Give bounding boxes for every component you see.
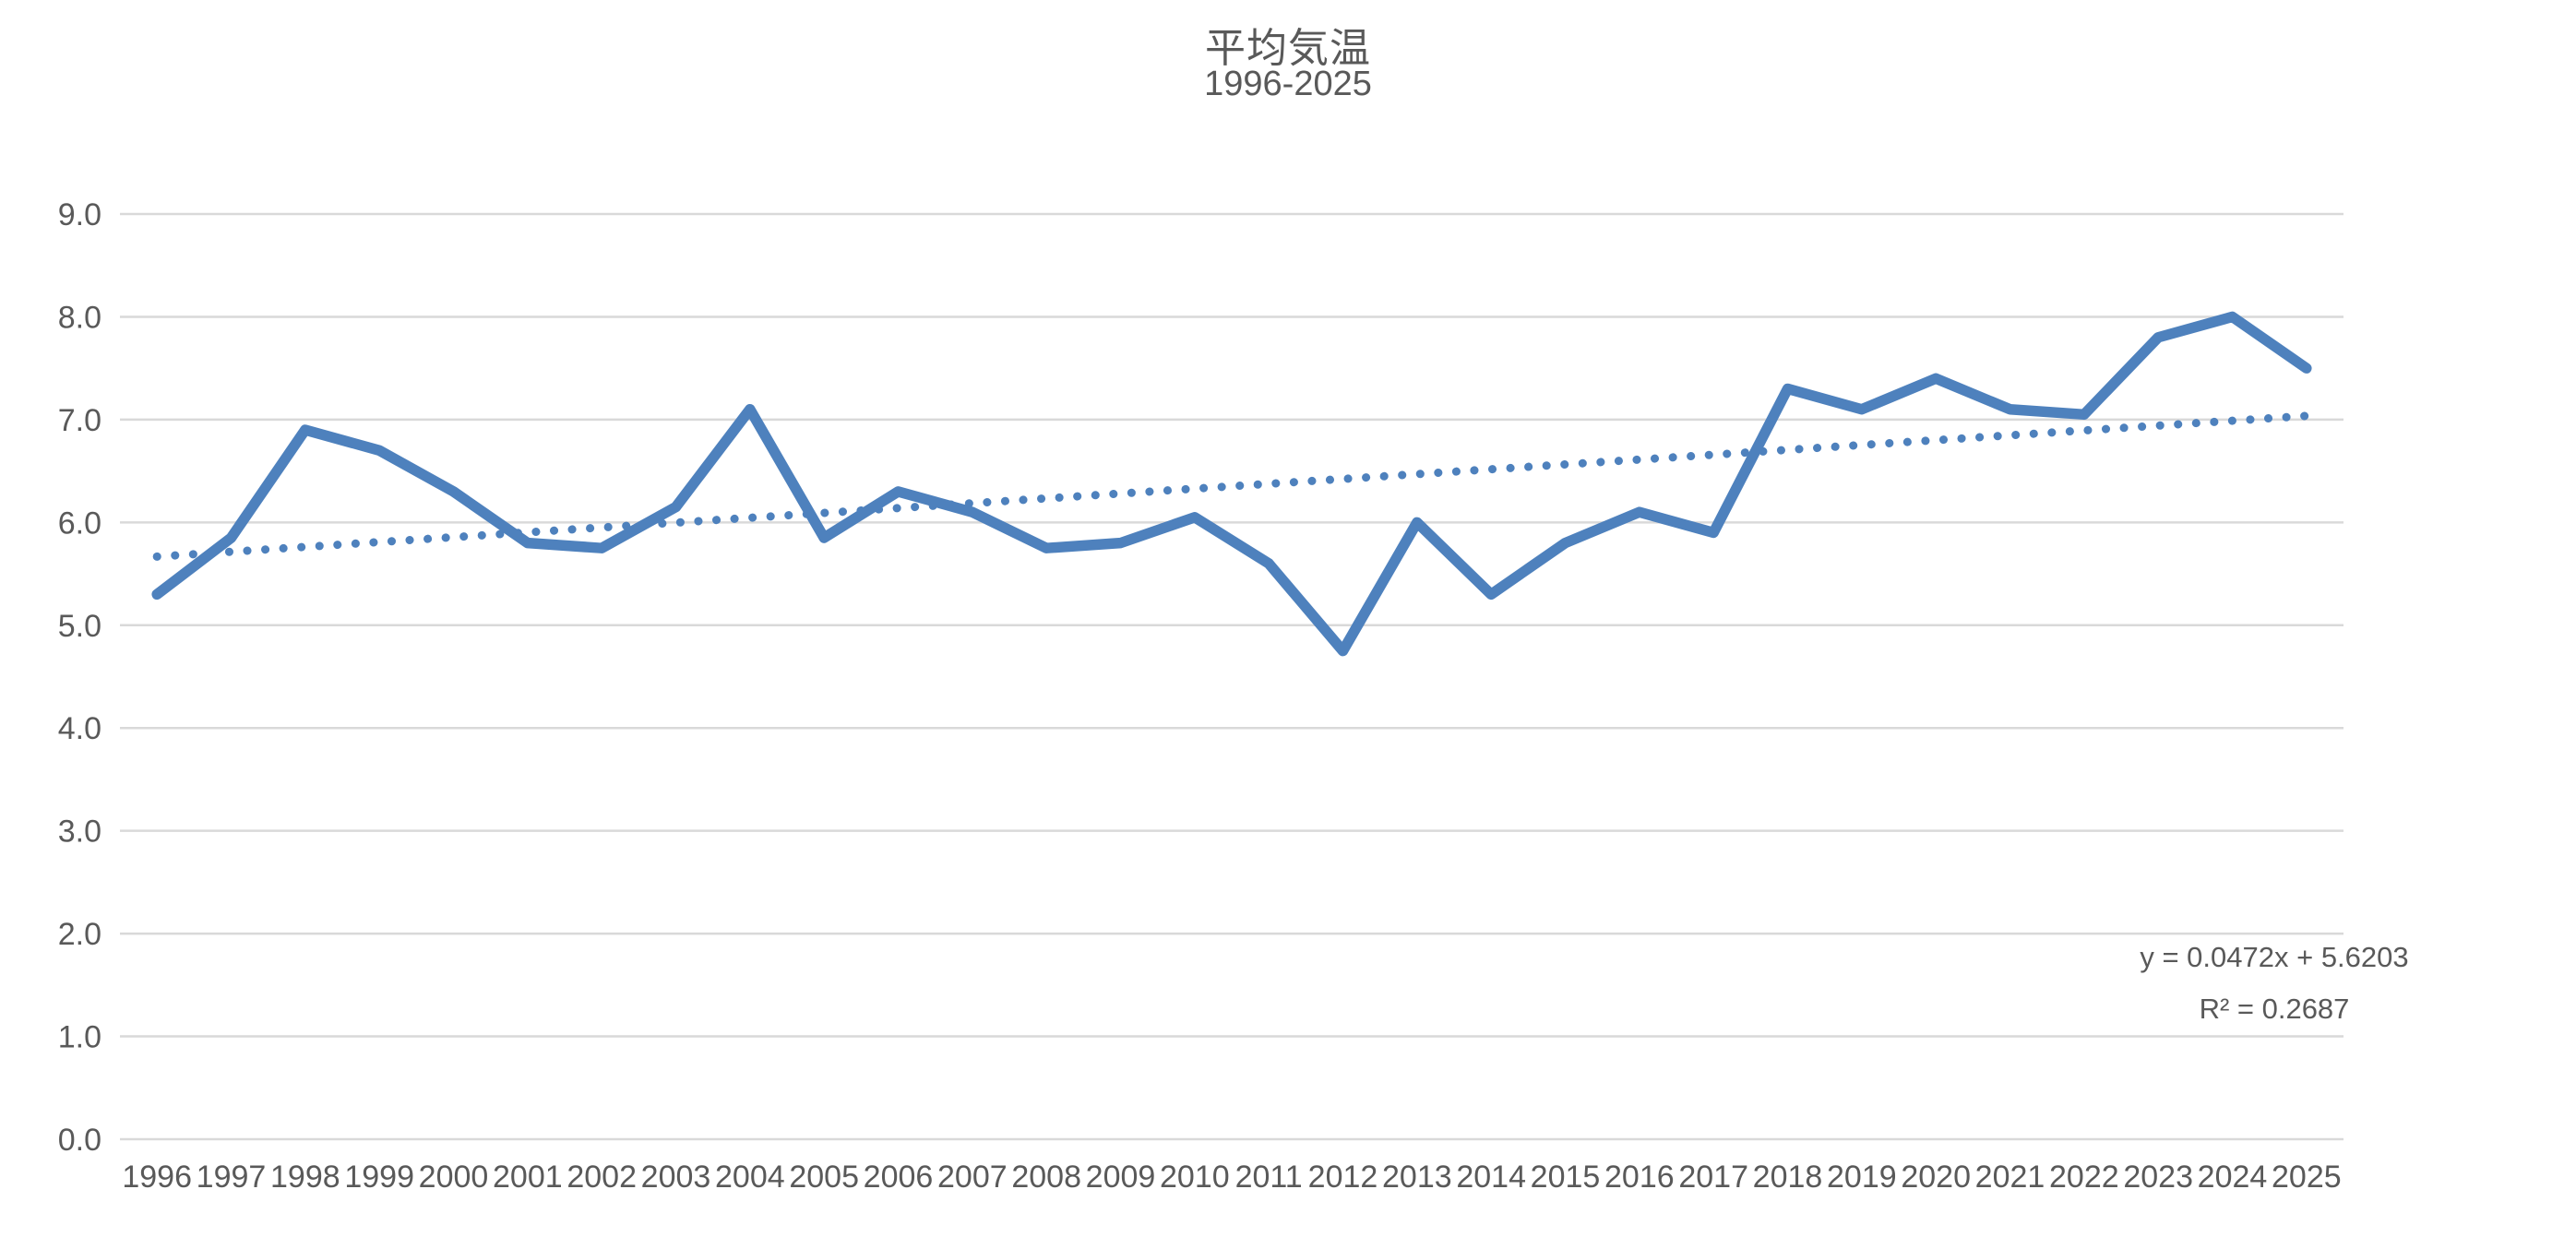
y-axis-label: 1.0	[58, 1020, 101, 1055]
x-axis-label: 2001	[493, 1160, 563, 1195]
x-axis-label: 2019	[1827, 1160, 1897, 1195]
x-axis-label: 2020	[1901, 1160, 1971, 1195]
x-axis-label: 2016	[1604, 1160, 1675, 1195]
chart-subtitle: 1996-2025	[1204, 65, 1372, 103]
x-axis-label: 2014	[1456, 1160, 1526, 1195]
x-axis-label: 1996	[122, 1160, 192, 1195]
x-axis-label: 2023	[2123, 1160, 2193, 1195]
trendline-r2-label: R² = 0.2687	[2200, 993, 2350, 1025]
x-axis-label: 2010	[1160, 1160, 1230, 1195]
gridline-group	[120, 212, 2343, 1141]
x-axis-label: 2006	[864, 1160, 934, 1195]
x-axis-label: 2025	[2272, 1160, 2342, 1195]
x-axis-label: 2007	[937, 1160, 1008, 1195]
x-axis-label: 2013	[1382, 1160, 1452, 1195]
x-axis-label: 2002	[566, 1160, 637, 1195]
x-axis-label: 2003	[641, 1160, 711, 1195]
x-axis-label: 2000	[419, 1160, 489, 1195]
x-axis-label: 1997	[197, 1160, 267, 1195]
y-axis-label: 0.0	[58, 1123, 101, 1158]
temperature-line	[151, 311, 2312, 657]
y-axis-label: 9.0	[58, 197, 101, 232]
trendline-equation-label: y = 0.0472x + 5.6203	[2140, 941, 2408, 973]
y-axis-label: 5.0	[58, 609, 101, 644]
x-axis-label: 1999	[344, 1160, 414, 1195]
series-group	[151, 311, 2312, 657]
x-axis-label: 2021	[1975, 1160, 2045, 1195]
x-axis-label: 2005	[789, 1160, 859, 1195]
y-axis-label: 6.0	[58, 506, 101, 541]
x-axis-label: 2018	[1753, 1160, 1823, 1195]
x-axis-label: 2017	[1678, 1160, 1748, 1195]
x-axis-label: 2015	[1531, 1160, 1601, 1195]
y-axis-tick-labels: 0.0 1.0 2.0 3.0 4.0 5.0 6.0 7.0 8.0 9.0	[58, 197, 101, 1158]
x-axis-label: 2008	[1011, 1160, 1081, 1195]
chart-title: 平均気温	[1205, 26, 1371, 71]
y-axis-label: 4.0	[58, 711, 101, 746]
y-axis-label: 2.0	[58, 917, 101, 952]
x-axis-label: 1998	[270, 1160, 340, 1195]
x-axis-label: 2011	[1235, 1160, 1303, 1195]
x-axis-label: 2024	[2198, 1160, 2268, 1195]
x-axis-label: 2012	[1308, 1160, 1378, 1195]
x-axis-label: 2022	[2049, 1160, 2119, 1195]
x-axis-label: 2004	[715, 1160, 785, 1195]
x-axis-tick-labels: 1996 1997 1998 1999 2000 2001 2002 2003 2004 2005…	[122, 1160, 2341, 1195]
y-axis-label: 3.0	[58, 815, 101, 850]
x-axis-label: 2009	[1086, 1160, 1156, 1195]
y-axis-label: 8.0	[58, 300, 101, 335]
y-axis-label: 7.0	[58, 403, 101, 438]
